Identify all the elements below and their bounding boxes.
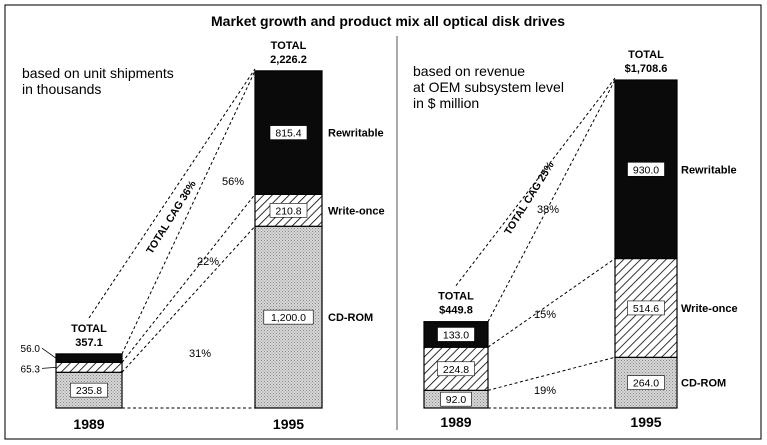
total-title-1989-p2: TOTAL <box>438 291 474 303</box>
growth-connector-1-p2 <box>487 258 616 348</box>
series-label-write-once-p2: Write-once <box>681 303 738 315</box>
value-label-cd-rom-1989-p2: 92.0 <box>446 394 467 406</box>
category-label-1989-p2: 1989 <box>440 414 471 430</box>
total-title-1989-p1: TOTAL <box>71 323 107 335</box>
right-note-line-2: at OEM subsystem level <box>413 79 564 95</box>
category-label-1995-p1: 1995 <box>273 416 304 432</box>
value-box-write-once-1995-p1 <box>269 203 308 218</box>
series-label-cd-rom-p2: CD-ROM <box>681 378 726 390</box>
left-note-line-2: in thousands <box>22 81 101 97</box>
segment-growth-write-once-p1: 22% <box>197 256 219 268</box>
series-label-cd-rom-p1: CD-ROM <box>328 312 373 324</box>
value-box-write-once-1989-p2 <box>437 361 475 377</box>
value-box-rewritable-1995-p2 <box>627 161 665 177</box>
figure-frame <box>4 4 762 440</box>
value-box-cd-rom-1989-p1 <box>70 382 108 398</box>
series-label-rewritable-p2: Rewritable <box>681 164 737 176</box>
segment-growth-cd-rom-p2: 19% <box>534 385 556 397</box>
total-value-1995-p2: $1,708.6 <box>625 63 668 75</box>
right-panel-note: based on revenue at OEM subsystem level … <box>413 63 564 111</box>
bar-rewritable-1989-p1 <box>55 353 123 364</box>
category-label-1989-p1: 1989 <box>73 416 104 432</box>
total-cag-label-p1: TOTAL CAG 36% <box>144 178 199 256</box>
value-label-rewritable-1995-p1: 815.4 <box>275 128 301 140</box>
total-value-1989-p2: $449.8 <box>439 305 473 317</box>
value-box-cd-rom-1989-p2 <box>440 391 472 407</box>
value-label-cd-rom-1989-p1: 235.8 <box>76 385 102 397</box>
left-note-line-1: based on unit shipments <box>22 65 174 81</box>
total-title-1995-p1: TOTAL <box>271 40 307 52</box>
value-box-cd-rom-1995-p2 <box>627 375 665 390</box>
value-box-write-once-1995-p2 <box>627 300 665 316</box>
value-label-cd-rom-1995-p1: 1,200.0 <box>271 312 306 324</box>
value-label-rewritable-1989-p1: 56.0 <box>21 344 41 355</box>
segment-growth-cd-rom-p1: 31% <box>189 348 211 360</box>
left-panel-note: based on unit shipments in thousands <box>22 65 174 97</box>
value-label-write-once-1995-p2: 514.6 <box>633 303 659 315</box>
total-value-1989-p1: 357.1 <box>75 337 103 349</box>
value-label-rewritable-1989-p2: 133.0 <box>443 329 469 341</box>
segment-growth-rewritable-p2: 38% <box>537 204 559 216</box>
growth-connector-2-p1 <box>121 70 256 355</box>
value-box-rewritable-1995-p1 <box>269 125 308 140</box>
value-label-write-once-1995-p1: 210.8 <box>275 205 301 217</box>
value-box-rewritable-1989-p2 <box>437 327 475 342</box>
value-label-write-once-1989-p1: 65.3 <box>21 364 41 375</box>
value-label-rewritable-1995-p2: 930.0 <box>633 164 659 176</box>
total-value-1995-p1: 2,226.2 <box>270 54 307 66</box>
value-label-write-once-1989-p2: 224.8 <box>443 364 469 376</box>
total-connector-p1 <box>88 68 256 319</box>
chart-title: Market growth and product mix all optica… <box>211 13 565 29</box>
growth-connector-1-p1 <box>121 194 256 363</box>
leader-write-once-1989-p1 <box>41 366 57 369</box>
segment-growth-rewritable-p1: 56% <box>222 176 244 188</box>
value-label-cd-rom-1995-p2: 264.0 <box>633 378 659 390</box>
right-note-line-1: based on revenue <box>413 63 525 79</box>
chart-marks: 1989 TOTAL 357.1 1995 TOTAL 2,226.2 235.8 1,200… <box>21 40 738 432</box>
right-note-line-3: in $ million <box>413 95 479 111</box>
segment-growth-write-once-p2: 15% <box>534 309 556 321</box>
total-cag-label-p2: TOTAL CAG 25% <box>502 159 557 237</box>
series-label-write-once-p1: Write-once <box>328 205 385 217</box>
total-title-1995-p2: TOTAL <box>628 49 664 61</box>
value-box-cd-rom-1995-p1 <box>263 309 314 325</box>
growth-connector-2-p2 <box>487 79 616 322</box>
category-label-1995-p2: 1995 <box>630 414 661 430</box>
leader-rewritable-1989-p1 <box>41 347 57 359</box>
bar-write-once-1989-p1 <box>55 361 123 373</box>
series-label-rewritable-p1: Rewritable <box>328 128 384 140</box>
